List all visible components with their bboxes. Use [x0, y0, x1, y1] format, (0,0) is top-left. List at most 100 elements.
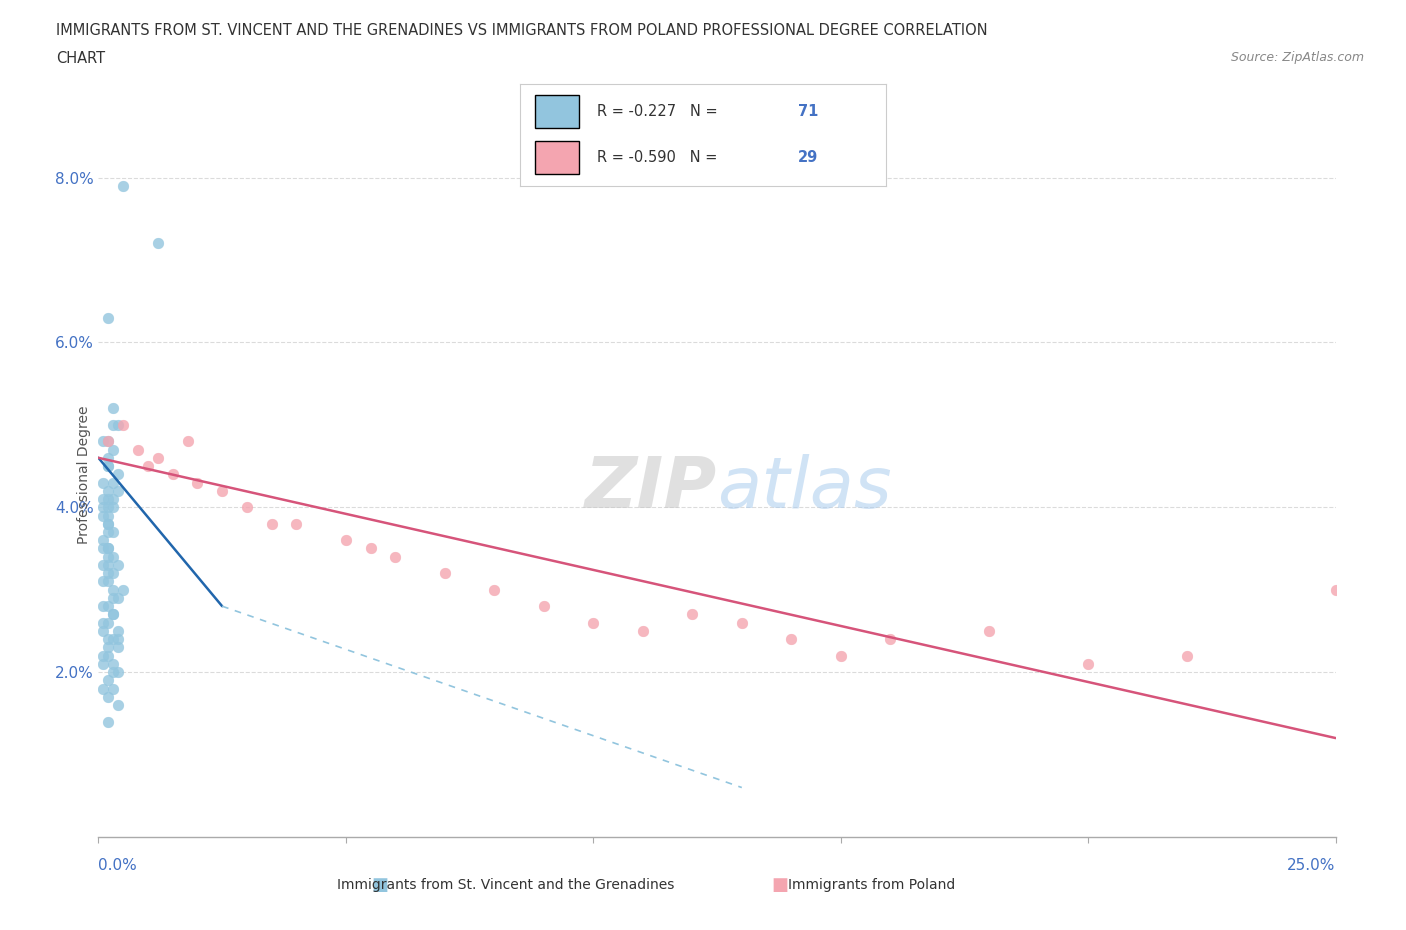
- Point: [211, 484, 233, 498]
- Point: [93, 623, 115, 638]
- Point: [97, 550, 120, 565]
- FancyBboxPatch shape: [534, 95, 579, 127]
- Point: [103, 499, 125, 514]
- Point: [384, 550, 406, 565]
- Point: [97, 689, 120, 704]
- Point: [93, 657, 115, 671]
- Text: Source: ZipAtlas.com: Source: ZipAtlas.com: [1230, 51, 1364, 64]
- Point: [103, 442, 125, 457]
- Point: [97, 574, 120, 589]
- Point: [97, 541, 120, 556]
- Point: [107, 591, 129, 605]
- Text: Immigrants from Poland: Immigrants from Poland: [789, 878, 955, 893]
- Point: [97, 640, 120, 655]
- Point: [103, 607, 125, 622]
- Text: R = -0.227   N =: R = -0.227 N =: [598, 104, 723, 119]
- Point: [97, 565, 120, 580]
- FancyBboxPatch shape: [534, 141, 579, 174]
- Point: [582, 616, 605, 631]
- Point: [97, 458, 120, 473]
- Point: [107, 418, 129, 432]
- Point: [97, 673, 120, 688]
- Text: CHART: CHART: [56, 51, 105, 66]
- Point: [335, 533, 357, 548]
- Point: [260, 516, 283, 531]
- Text: Immigrants from St. Vincent and the Grenadines: Immigrants from St. Vincent and the Gren…: [337, 878, 675, 893]
- Point: [360, 541, 382, 556]
- Point: [97, 434, 120, 449]
- Point: [107, 698, 129, 712]
- Point: [103, 582, 125, 597]
- Point: [93, 681, 115, 696]
- Point: [93, 599, 115, 614]
- Point: [103, 475, 125, 490]
- Point: [93, 616, 115, 631]
- Point: [146, 450, 169, 465]
- Point: [112, 418, 135, 432]
- Point: [103, 607, 125, 622]
- Text: ■: ■: [772, 876, 789, 895]
- Point: [103, 492, 125, 507]
- Point: [97, 311, 120, 325]
- Point: [93, 648, 115, 663]
- Point: [112, 582, 135, 597]
- Point: [107, 640, 129, 655]
- Point: [433, 565, 456, 580]
- Point: [103, 681, 125, 696]
- Point: [1324, 582, 1347, 597]
- Point: [93, 475, 115, 490]
- Point: [879, 631, 901, 646]
- Point: [93, 499, 115, 514]
- Point: [107, 484, 129, 498]
- Point: [103, 418, 125, 432]
- Point: [236, 499, 259, 514]
- Point: [107, 623, 129, 638]
- Point: [97, 450, 120, 465]
- Point: [97, 616, 120, 631]
- Text: 71: 71: [799, 104, 818, 119]
- Point: [103, 565, 125, 580]
- Point: [97, 599, 120, 614]
- Point: [97, 648, 120, 663]
- Point: [97, 525, 120, 539]
- Point: [97, 458, 120, 473]
- Point: [731, 616, 754, 631]
- Point: [107, 467, 129, 482]
- Point: [107, 631, 129, 646]
- Point: [93, 574, 115, 589]
- Y-axis label: Professional Degree: Professional Degree: [77, 405, 91, 543]
- Text: ■: ■: [371, 876, 388, 895]
- Point: [631, 623, 654, 638]
- Point: [103, 657, 125, 671]
- Point: [97, 557, 120, 572]
- Point: [93, 541, 115, 556]
- Point: [97, 484, 120, 498]
- Point: [136, 458, 159, 473]
- Point: [97, 492, 120, 507]
- Point: [93, 492, 115, 507]
- Point: [103, 550, 125, 565]
- Point: [186, 475, 208, 490]
- Point: [146, 236, 169, 251]
- Point: [103, 631, 125, 646]
- Point: [162, 467, 184, 482]
- Point: [830, 648, 852, 663]
- Point: [103, 591, 125, 605]
- Point: [1077, 657, 1099, 671]
- Point: [107, 557, 129, 572]
- Point: [97, 714, 120, 729]
- Point: [97, 434, 120, 449]
- Text: atlas: atlas: [717, 455, 891, 524]
- Point: [176, 434, 198, 449]
- Text: 25.0%: 25.0%: [1288, 857, 1336, 872]
- Point: [979, 623, 1001, 638]
- Point: [93, 434, 115, 449]
- Text: ZIP: ZIP: [585, 455, 717, 524]
- Text: 29: 29: [799, 150, 818, 165]
- Point: [97, 499, 120, 514]
- Point: [103, 525, 125, 539]
- Point: [97, 541, 120, 556]
- Point: [484, 582, 506, 597]
- Point: [681, 607, 703, 622]
- Point: [780, 631, 803, 646]
